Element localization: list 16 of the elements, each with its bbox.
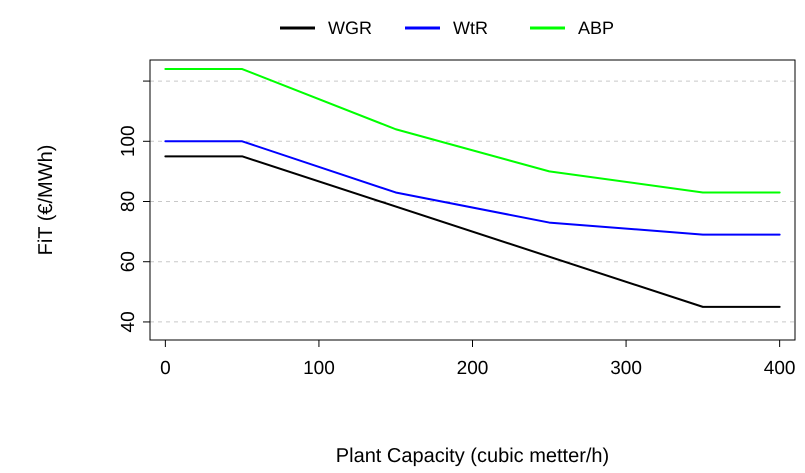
y-tick-label: 40 <box>118 311 139 333</box>
x-tick-label: 300 <box>610 358 642 379</box>
y-tick-label: 60 <box>118 251 139 272</box>
x-tick-label: 0 <box>160 358 171 379</box>
legend-label: ABP <box>578 18 614 38</box>
x-tick-label: 100 <box>303 358 335 379</box>
line-series <box>164 140 781 236</box>
y-tick-label: 100 <box>118 125 139 158</box>
legend-label: WGR <box>328 18 372 38</box>
x-tick-label: 400 <box>764 358 796 379</box>
legend-label: WtR <box>453 18 488 38</box>
y-axis-title: FiT (€/MWh) <box>35 144 57 256</box>
y-tick-label: 80 <box>118 190 139 212</box>
x-tick-label: 200 <box>456 358 488 379</box>
x-axis-title: Plant Capacity (cubic metter/h) <box>336 445 610 467</box>
line-series <box>164 68 781 194</box>
